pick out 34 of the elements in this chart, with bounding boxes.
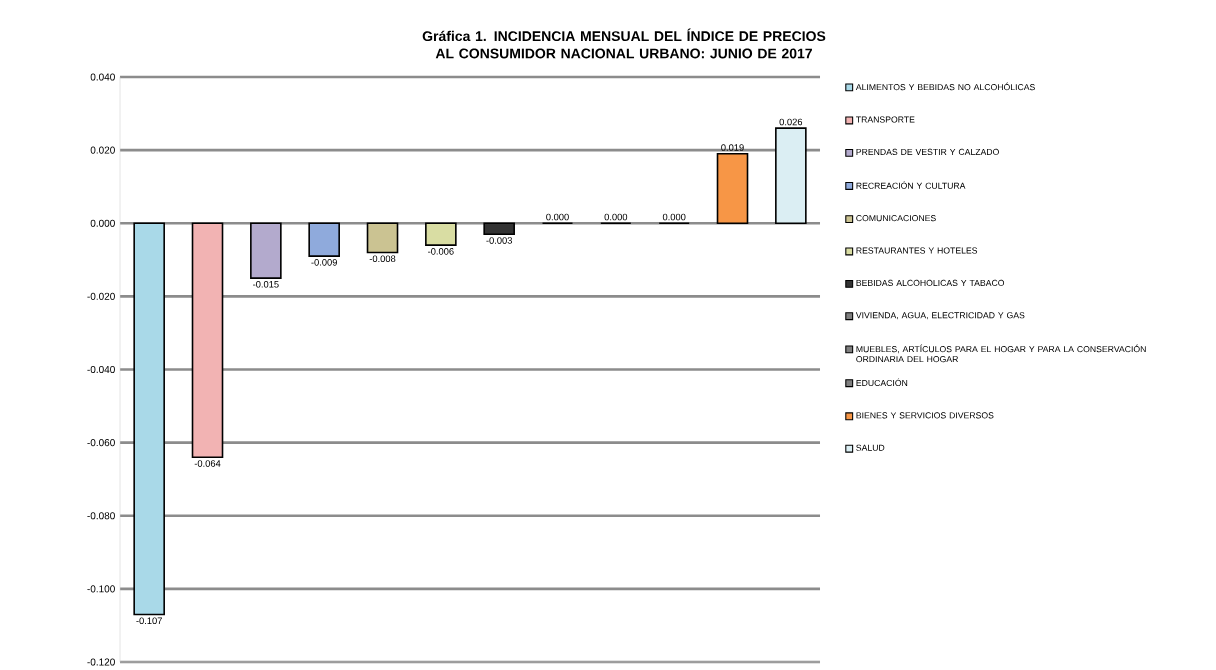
chart-title: Gráfica 1. INCIDENCIA MENSUAL DEL ÍNDICE DE PRECIOS AL CONSUMIDOR NACIONAL URBANO: JUNIO DE 2017: [422, 28, 826, 59]
legend-label: SALUD: [856, 444, 885, 451]
data-label: -0.015: [253, 281, 279, 288]
y-tick-label: -0.060: [87, 439, 115, 447]
data-label: 0.000: [662, 213, 686, 221]
data-label: -0.107: [136, 617, 162, 624]
legend-label: BIENES Y SERVICIOS DIVERSOS: [856, 412, 994, 419]
y-tick-label: 0.020: [90, 146, 115, 154]
legend-label: COMUNICACIONES: [856, 215, 936, 222]
data-label: -0.009: [311, 259, 337, 266]
y-tick-label: 0.000: [90, 219, 115, 227]
legend-label: MUEBLES, ARTÍCULOS PARA EL HOGAR Y PARA LA CONSERVACIÓN ORDINARIA DEL HOGAR: [856, 344, 1146, 363]
y-tick-label: -0.100: [87, 585, 115, 593]
legend-label: RECREACIÓN Y CULTURA: [856, 181, 966, 189]
y-tick-label: 0.040: [90, 73, 115, 81]
data-label: 0.000: [604, 213, 628, 221]
data-label: 0.000: [546, 213, 569, 221]
data-label: 0.019: [721, 144, 744, 151]
legend-label: ALIMENTOS Y BEBIDAS NO ALCOHÓLICAS: [855, 82, 1035, 91]
y-tick-label: -0.020: [87, 292, 115, 300]
data-label: -0.006: [428, 248, 454, 255]
data-label: -0.064: [194, 460, 221, 467]
data-label: -0.003: [486, 237, 512, 244]
data-label: 0.026: [779, 118, 803, 126]
data-label: -0.008: [369, 255, 396, 263]
legend-label: RESTAURANTES Y HOTELES: [856, 247, 978, 254]
y-tick-label: -0.120: [87, 658, 115, 666]
y-tick-label: -0.080: [87, 512, 115, 520]
legend-label: PRENDAS DE VESTIR Y CALZADO: [856, 148, 999, 155]
legend-label: TRANSPORTE: [856, 116, 915, 123]
legend-label: BEBIDAS ALCOHOLICAS Y TABACO: [856, 279, 1005, 286]
legend-label: VIVIENDA, AGUA, ELECTRICIDAD Y GAS: [855, 312, 1025, 320]
legend-label: EDUCACIÓN: [856, 378, 908, 387]
y-tick-label: -0.040: [87, 365, 115, 374]
